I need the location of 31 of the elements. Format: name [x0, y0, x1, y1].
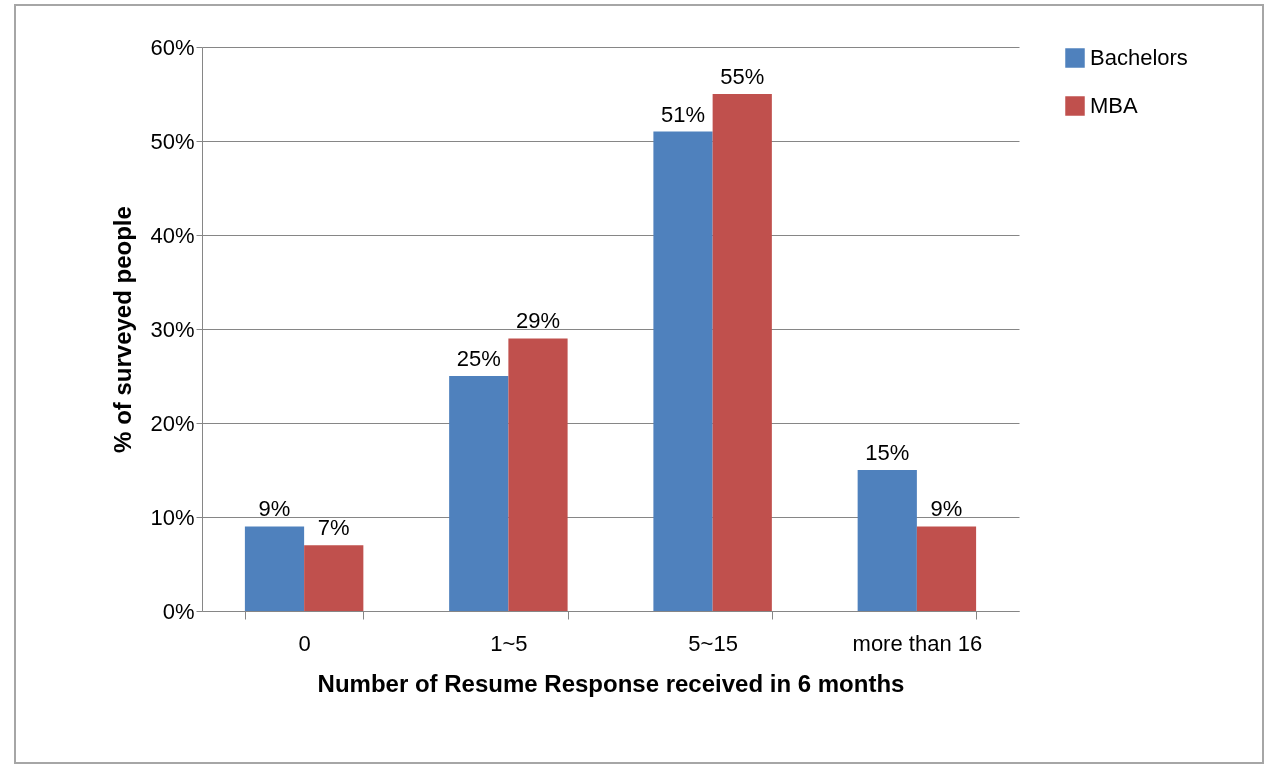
y-tick-label: 60% — [150, 34, 195, 60]
x-axis-title: Number of Resume Response received in 6 months — [317, 669, 905, 697]
x-tick-label: more than 16 — [852, 630, 983, 656]
y-tick-label: 40% — [150, 222, 195, 248]
legend-label: MBA — [1090, 93, 1138, 118]
bar — [916, 526, 977, 611]
x-tick-label: 1~5 — [490, 630, 528, 656]
bar — [508, 338, 568, 611]
data-label: 25% — [456, 346, 501, 371]
y-tick-label: 10% — [150, 504, 195, 530]
x-tick-label: 5~15 — [688, 630, 738, 656]
data-label: 9% — [930, 496, 963, 522]
bar — [712, 94, 772, 611]
bar — [449, 376, 509, 611]
y-tick-label: 20% — [150, 410, 195, 436]
data-label: 55% — [720, 64, 765, 89]
legend-label: Bachelors — [1090, 45, 1188, 70]
y-tick-label: 50% — [150, 128, 195, 154]
y-tick-label: 0% — [162, 598, 195, 624]
y-axis-title: % of surveyed people — [109, 206, 137, 453]
bar — [857, 470, 917, 611]
data-label: 15% — [865, 440, 910, 465]
bar — [304, 545, 364, 611]
data-label: 51% — [660, 101, 706, 127]
data-label: 7% — [317, 515, 350, 541]
data-label: 29% — [515, 308, 561, 334]
y-tick-label: 30% — [150, 316, 195, 342]
bar — [244, 526, 305, 611]
data-label: 9% — [258, 496, 291, 522]
x-tick-label: 0 — [298, 630, 311, 656]
bar — [653, 131, 713, 611]
